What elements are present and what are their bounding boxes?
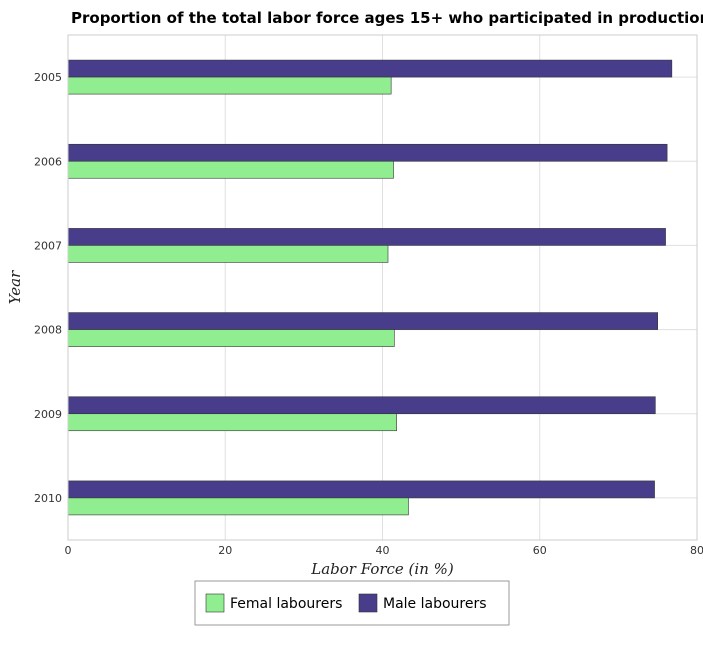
bar-male-2006 xyxy=(67,143,668,162)
legend-swatch-female xyxy=(205,593,225,613)
bar-male-2009 xyxy=(67,396,656,415)
grid-layer xyxy=(67,35,698,540)
x-axis-label: Labor Force (in %) xyxy=(310,560,454,578)
bar-female-2005 xyxy=(67,76,392,95)
legend-swatch-male xyxy=(358,593,378,613)
bar-female-2006 xyxy=(67,160,394,179)
legend: Femal labourers Male labourers xyxy=(194,580,510,626)
chart-title: Proportion of the total labor force ages… xyxy=(71,9,703,27)
y-tick-label: 2010 xyxy=(34,492,62,505)
bar-female-2008 xyxy=(67,329,395,347)
x-tick-label: 80 xyxy=(690,544,703,557)
x-tick-label: 60 xyxy=(533,544,547,557)
y-tick-label: 2008 xyxy=(34,324,62,337)
x-tick-label: 20 xyxy=(218,544,232,557)
x-tick-labels: 0 20 40 60 80 xyxy=(65,544,703,557)
y-tick-label: 2009 xyxy=(34,408,62,421)
y-axis-label: Year xyxy=(6,270,24,304)
legend-label-male: Male labourers xyxy=(383,596,487,612)
x-tick-label: 40 xyxy=(376,544,390,557)
legend-label-female: Femal labourers xyxy=(230,596,342,612)
legend-box xyxy=(194,580,510,626)
y-tick-label: 2006 xyxy=(34,155,62,168)
x-tick-label: 0 xyxy=(65,544,72,557)
bar-male-2005 xyxy=(67,59,673,78)
y-tick-label: 2007 xyxy=(34,239,62,252)
bar-female-2007 xyxy=(67,245,389,263)
bars-layer xyxy=(67,59,673,516)
y-tick-labels: 2005 2006 2007 2008 2009 2010 xyxy=(34,71,62,505)
y-tick-label: 2005 xyxy=(34,71,62,84)
bar-female-2009 xyxy=(67,413,397,432)
bar-male-2007 xyxy=(67,228,666,246)
plot-frame xyxy=(67,34,698,541)
bar-male-2010 xyxy=(67,480,655,499)
bar-female-2010 xyxy=(67,497,409,516)
bar-male-2008 xyxy=(67,312,658,330)
